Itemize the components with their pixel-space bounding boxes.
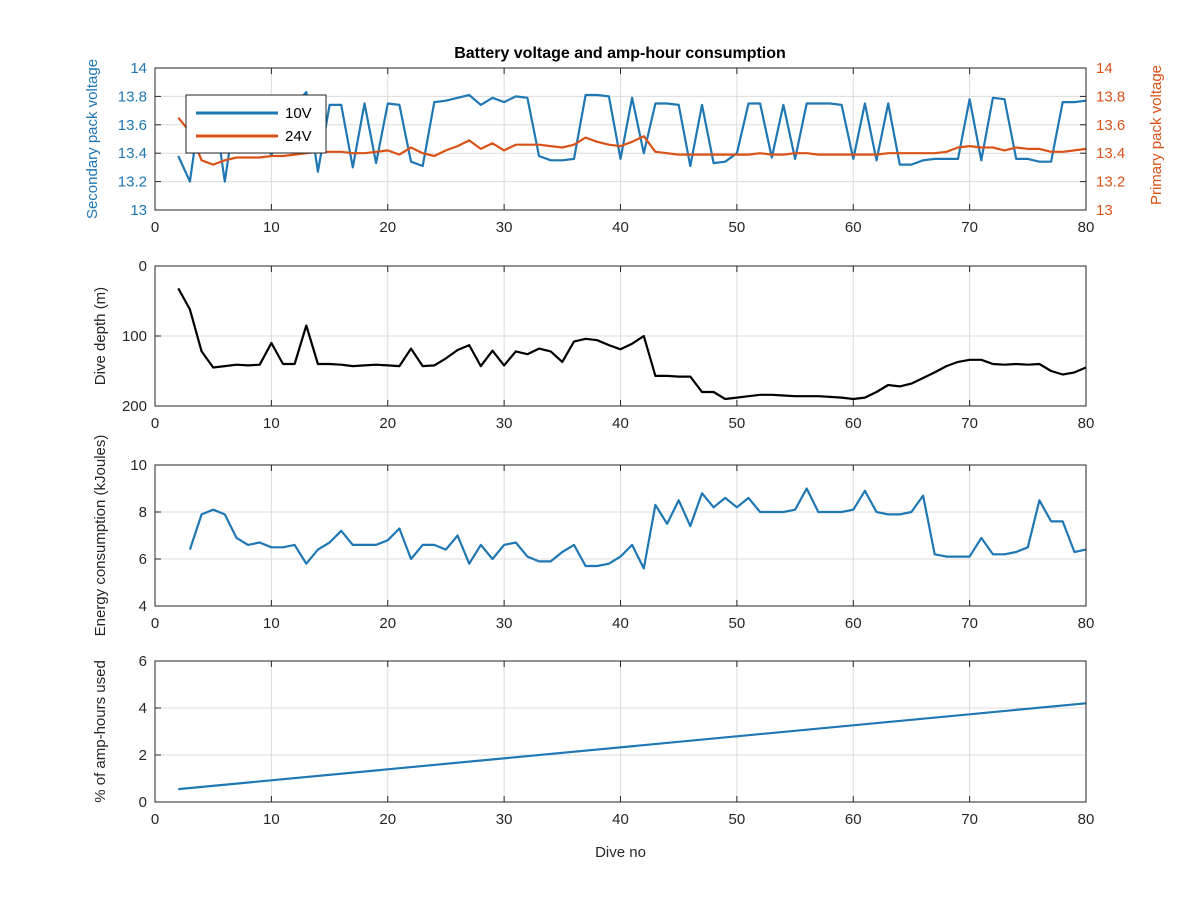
y-tick-label: 4 xyxy=(139,598,147,615)
y-right-tick-label: 13.8 xyxy=(1096,88,1125,105)
series-line-10v xyxy=(177,90,1087,183)
legend-label-10v: 10V xyxy=(285,105,312,122)
x-tick-label: 50 xyxy=(729,615,746,632)
y-tick-label: 6 xyxy=(139,653,147,670)
x-tick-label: 70 xyxy=(961,811,978,828)
x-tick-label: 60 xyxy=(845,219,862,236)
y-tick-label: 13.4 xyxy=(118,145,147,162)
x-tick-label: 40 xyxy=(612,811,629,828)
energy-plot: 0 10 20 30 40 50 60 70 80 4 6 8 10 Energy consumption… xyxy=(92,435,1094,637)
series-line-data xyxy=(188,487,1087,570)
y-tick-label: 0 xyxy=(139,258,147,275)
amphours-plot: 0 10 20 30 40 50 60 70 80 0 2 4 6 % of amp-hours used… xyxy=(92,653,1094,861)
x-tick-label: 30 xyxy=(496,219,513,236)
x-tick-label: 0 xyxy=(151,811,159,828)
y-right-tick-label: 13.6 xyxy=(1096,117,1125,134)
y-right-tick-label: 14 xyxy=(1096,60,1113,77)
x-tick-label: 60 xyxy=(845,415,862,432)
x-tick-label: 60 xyxy=(845,811,862,828)
x-tick-label: 70 xyxy=(961,615,978,632)
x-tick-label: 50 xyxy=(729,415,746,432)
series-line-data xyxy=(178,702,1087,791)
x-tick-label: 80 xyxy=(1078,615,1095,632)
y-axis-label: Dive depth (m) xyxy=(92,287,109,385)
y-tick-label: 13.8 xyxy=(118,88,147,105)
x-tick-label: 30 xyxy=(496,415,513,432)
y-tick-label: 13.2 xyxy=(118,174,147,191)
series-line-24v xyxy=(177,117,1087,166)
depth-plot: 0 10 20 30 40 50 60 70 80 0 100 200 Dive depth (m) xyxy=(92,258,1094,432)
x-axis-label: Dive no xyxy=(595,844,646,861)
x-tick-label: 30 xyxy=(496,811,513,828)
y-tick-label: 200 xyxy=(122,398,147,415)
y-tick-label: 6 xyxy=(139,551,147,568)
series-line-data xyxy=(177,287,1087,401)
y-tick-label: 10 xyxy=(130,457,147,474)
x-tick-label: 10 xyxy=(263,615,280,632)
y-tick-label: 8 xyxy=(139,504,147,521)
y-right-tick-label: 13 xyxy=(1096,202,1113,219)
x-tick-label: 70 xyxy=(961,219,978,236)
y-tick-label: 13 xyxy=(130,202,147,219)
x-tick-label: 80 xyxy=(1078,415,1095,432)
voltage-plot: 0 10 20 30 40 50 60 70 801313.213.413.613.814Sec… xyxy=(84,59,1165,236)
legend-box xyxy=(185,94,327,154)
figure-title: Battery voltage and amp-hour consumption xyxy=(454,45,786,62)
x-tick-label: 80 xyxy=(1078,811,1095,828)
y-tick-label: 13.6 xyxy=(118,117,147,134)
x-tick-label: 10 xyxy=(263,219,280,236)
x-tick-label: 80 xyxy=(1078,219,1095,236)
x-tick-label: 40 xyxy=(612,219,629,236)
y-right-tick-label: 13.2 xyxy=(1096,174,1125,191)
x-tick-label: 20 xyxy=(379,615,396,632)
x-tick-label: 0 xyxy=(151,415,159,432)
legend-label-24v: 24V xyxy=(285,128,312,145)
y-tick-label: 14 xyxy=(130,60,147,77)
y-right-tick-label: 13.4 xyxy=(1096,145,1125,162)
y-tick-label: 4 xyxy=(139,700,147,717)
x-tick-label: 50 xyxy=(729,811,746,828)
x-tick-label: 20 xyxy=(379,415,396,432)
x-tick-label: 20 xyxy=(379,219,396,236)
y-axis-label: Energy consumption (kJoules) xyxy=(92,435,109,637)
x-tick-label: 10 xyxy=(263,811,280,828)
x-tick-label: 30 xyxy=(496,615,513,632)
x-tick-label: 20 xyxy=(379,811,396,828)
x-tick-label: 60 xyxy=(845,615,862,632)
x-tick-label: 40 xyxy=(612,415,629,432)
x-tick-label: 50 xyxy=(729,219,746,236)
x-tick-label: 40 xyxy=(612,615,629,632)
x-tick-label: 10 xyxy=(263,415,280,432)
y-right-axis-label: Primary pack voltage xyxy=(1148,65,1165,205)
x-tick-label: 0 xyxy=(151,615,159,632)
y-axis-label: % of amp-hours used xyxy=(92,660,109,803)
y-tick-label: 0 xyxy=(139,794,147,811)
y-tick-label: 2 xyxy=(139,747,147,764)
x-tick-label: 70 xyxy=(961,415,978,432)
x-tick-label: 0 xyxy=(151,219,159,236)
y-axis-label: Secondary pack voltage xyxy=(84,59,101,219)
y-tick-label: 100 xyxy=(122,328,147,345)
